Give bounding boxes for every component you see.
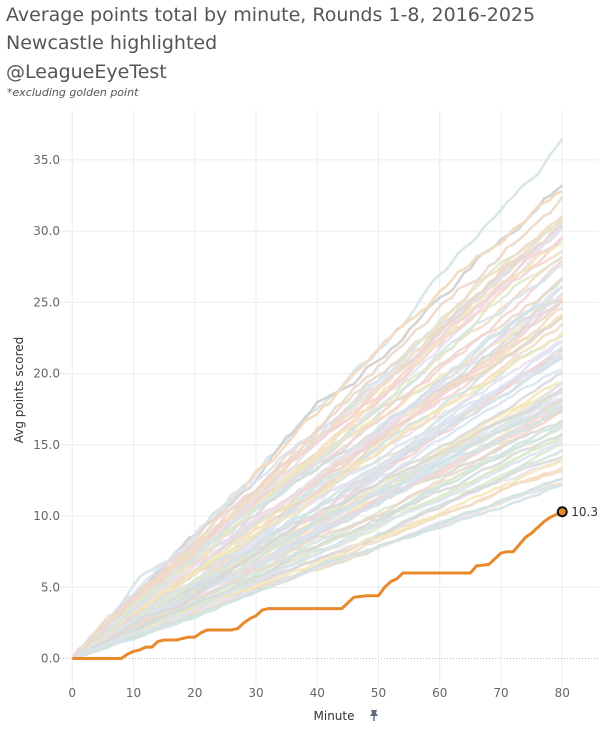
y-tick-label: 15.0 [33,438,60,452]
background-series-line[interactable] [71,458,563,660]
background-series-line[interactable] [71,255,564,660]
background-series-line[interactable] [71,391,563,660]
pin-icon[interactable] [370,710,378,721]
x-tick-label: 40 [310,686,325,700]
x-tick-label: 80 [555,686,570,700]
background-series-line[interactable] [71,455,563,660]
background-series-line[interactable] [71,432,564,660]
highlight-layer: 10.3 [72,505,598,660]
background-series-line[interactable] [71,331,564,660]
x-axis-ticks: 0 10 20 30 40 50 60 70 80 [68,686,569,700]
background-series-line[interactable] [71,316,564,660]
x-tick-label: 30 [248,686,263,700]
chart-footnote: *excluding golden point [7,86,139,99]
background-series-line[interactable] [71,440,563,660]
y-axis-title: Avg points scored [12,337,26,444]
y-tick-label: 35.0 [33,153,60,167]
background-series-line[interactable] [71,409,563,660]
y-tick-label: 0.0 [41,652,60,666]
highlight-series-line[interactable] [72,510,563,660]
y-tick-label: 10.0 [33,509,60,523]
background-series-line[interactable] [71,477,563,660]
y-tick-label: 25.0 [33,295,60,309]
background-series-line[interactable] [71,292,564,660]
x-axis-title: Minute [314,709,355,723]
background-series-line[interactable] [71,137,564,660]
chart-subtitle: Newcastle highlighted [6,32,218,54]
background-team-lines [71,137,564,660]
x-tick-label: 10 [126,686,141,700]
y-tick-label: 30.0 [33,224,60,238]
background-series-line[interactable] [71,236,564,660]
x-tick-label: 0 [68,686,76,700]
background-series-line[interactable] [71,263,563,660]
x-tick-label: 60 [432,686,447,700]
highlight-end-label: 10.3 [571,505,598,519]
chart-title: Average points total by minute, Rounds 1… [6,4,536,26]
y-tick-label: 5.0 [41,580,60,594]
y-axis-ticks: 0.0 5.0 10.0 15.0 20.0 25.0 30.0 35.0 [33,153,60,666]
highlight-end-marker[interactable] [556,506,568,518]
y-tick-label: 20.0 [33,367,60,381]
x-tick-label: 20 [187,686,202,700]
author-handle: @LeagueEyeTest [6,61,167,83]
x-tick-label: 50 [371,686,386,700]
background-series-line[interactable] [71,196,564,660]
background-series-line[interactable] [71,387,564,660]
x-tick-label: 70 [493,686,508,700]
background-series-line[interactable] [71,215,564,660]
